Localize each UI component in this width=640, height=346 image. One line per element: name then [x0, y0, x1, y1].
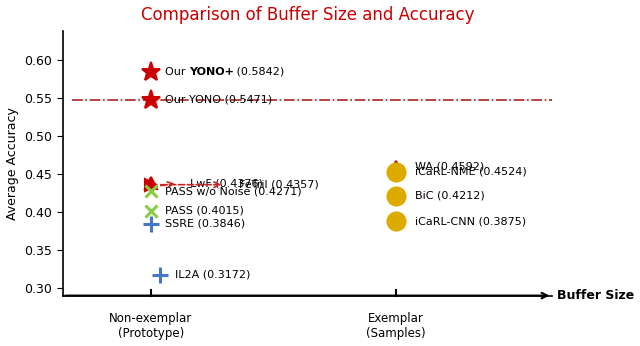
Text: (0.5842): (0.5842): [234, 67, 285, 76]
Text: IL2A (0.3172): IL2A (0.3172): [175, 270, 250, 280]
Text: Non-exemplar
(Prototype): Non-exemplar (Prototype): [109, 312, 192, 340]
Title: Comparison of Buffer Size and Accuracy: Comparison of Buffer Size and Accuracy: [141, 6, 474, 24]
Text: Buffer Size: Buffer Size: [557, 289, 634, 302]
Text: PASS (0.4015): PASS (0.4015): [165, 206, 244, 216]
Text: WA (0.4592): WA (0.4592): [415, 162, 484, 172]
Text: YONO+: YONO+: [189, 67, 234, 76]
Text: Exemplar
(Samples): Exemplar (Samples): [365, 312, 426, 340]
Text: Our YONO (0.5471): Our YONO (0.5471): [165, 95, 273, 105]
Text: Our: Our: [165, 67, 189, 76]
Text: PASS w/o Noise (0.4271): PASS w/o Noise (0.4271): [165, 186, 302, 196]
Y-axis label: Average Accuracy: Average Accuracy: [6, 107, 19, 220]
Text: LwF (0.4376): LwF (0.4376): [190, 178, 263, 188]
Text: iCaRL-CNN (0.3875): iCaRL-CNN (0.3875): [415, 216, 526, 226]
Text: SSRE (0.3846): SSRE (0.3846): [165, 219, 246, 229]
Text: iCaRL-NME (0.4524): iCaRL-NME (0.4524): [415, 167, 527, 177]
Text: FeTril (0.4357): FeTril (0.4357): [239, 180, 319, 190]
Text: BiC (0.4212): BiC (0.4212): [415, 191, 485, 201]
